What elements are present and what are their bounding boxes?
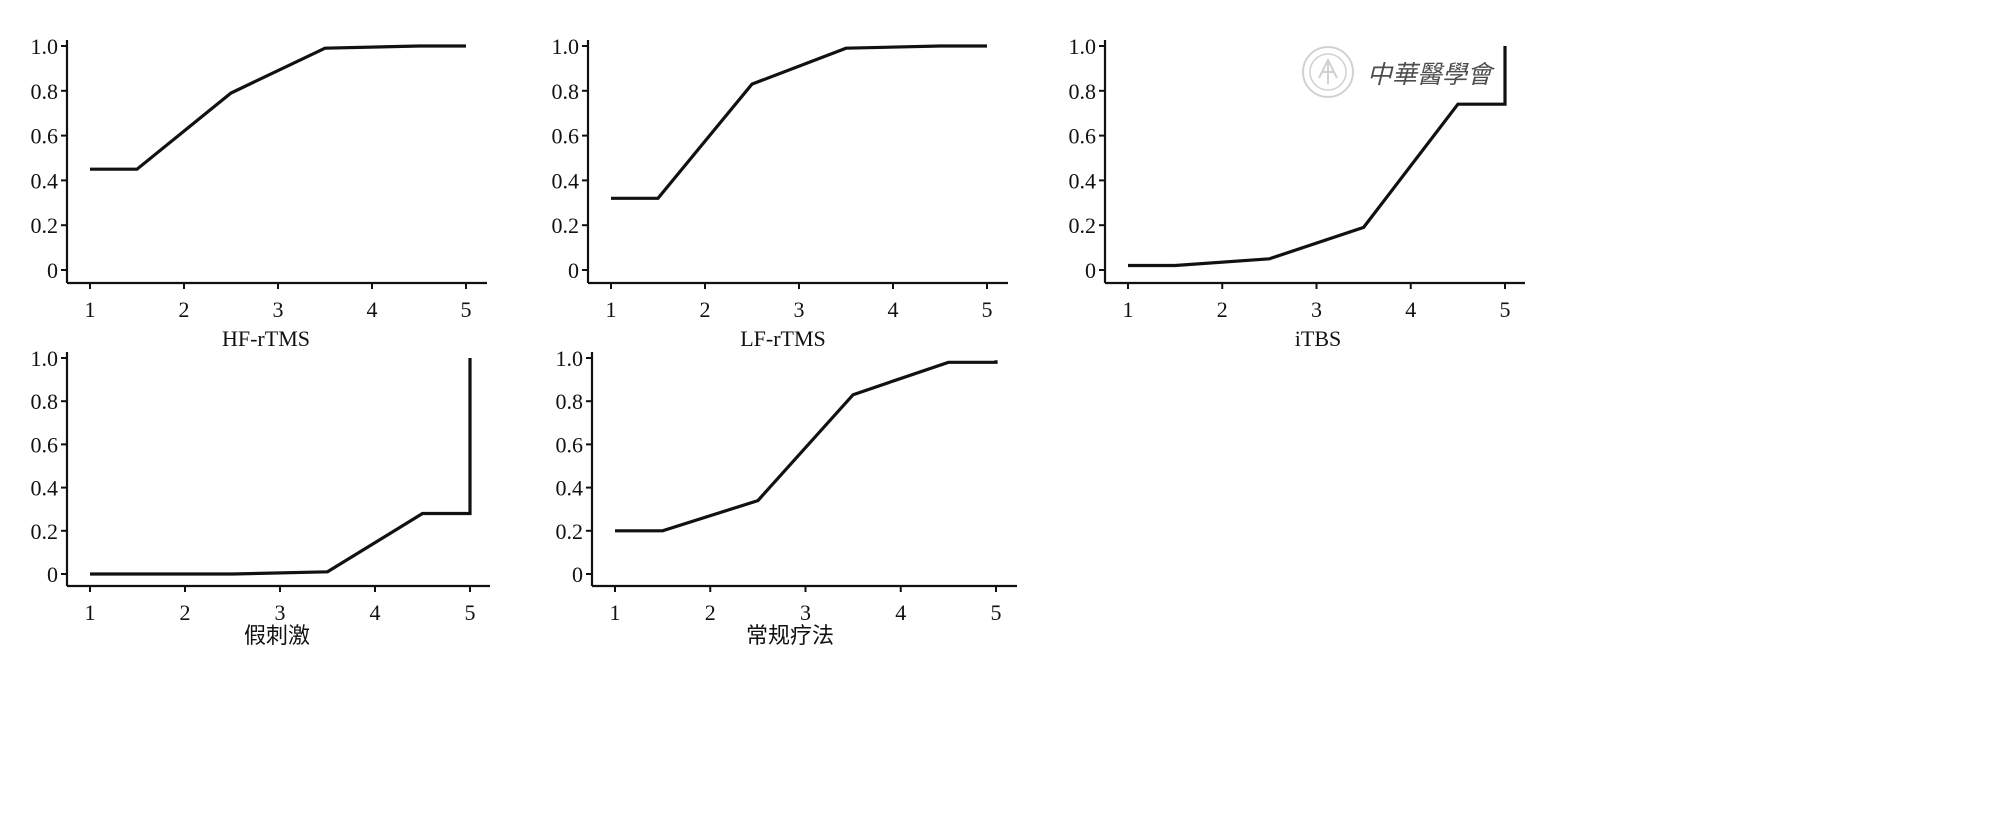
series-line: [615, 360, 998, 533]
panel-x-label: 假刺激: [244, 623, 310, 648]
y-tick-label: 0: [47, 562, 58, 587]
x-tick-label: 3: [800, 600, 811, 625]
x-tick-label: 4: [367, 297, 378, 322]
panel-x-label: 常规疗法: [746, 623, 834, 648]
y-tick-label: 0.4: [31, 476, 59, 501]
x-tick-label: 1: [606, 297, 617, 322]
panel-x-label: HF-rTMS: [222, 326, 310, 351]
panel-x-label: LF-rTMS: [740, 326, 826, 351]
chart-panel: 0 0.2 0.4 0.6 0.8 1.0 1 2 3 4 5 常规疗法: [556, 346, 1017, 648]
x-tick-label: 1: [1123, 297, 1134, 322]
y-tick-label: 0: [568, 258, 579, 283]
y-tick-label: 1.0: [31, 346, 59, 371]
y-tick-label: 0.8: [552, 79, 580, 104]
chart-panel: 0 0.2 0.4 0.6 0.8 1.0 1 2 3 4 5 假刺激: [31, 346, 490, 648]
x-tick-label: 3: [794, 297, 805, 322]
x-tick-label: 5: [1500, 297, 1511, 322]
watermark-text: 中華醫學會: [1367, 61, 1495, 89]
y-tick-label: 0.6: [552, 124, 580, 149]
x-tick-label: 4: [370, 600, 381, 625]
x-tick-label: 5: [465, 600, 476, 625]
y-tick-label: 0.2: [1069, 213, 1097, 238]
series-line: [90, 358, 472, 576]
y-tick-label: 0.2: [31, 213, 59, 238]
chart-panel: 0 0.2 0.4 0.6 0.8 1.0 1 2 3 4 5 HF-rTMS: [31, 34, 487, 351]
y-tick-label: 0.8: [31, 79, 59, 104]
y-tick-label: 0: [47, 258, 58, 283]
y-tick-label: 0: [572, 562, 583, 587]
y-tick-label: 0.8: [31, 389, 59, 414]
y-tick-label: 1.0: [1069, 34, 1097, 59]
x-tick-label: 3: [1311, 297, 1322, 322]
y-tick-label: 0.4: [552, 168, 580, 193]
x-tick-label: 5: [461, 297, 472, 322]
series-line: [611, 44, 987, 200]
x-tick-label: 4: [888, 297, 899, 322]
y-tick-label: 0.4: [1069, 168, 1097, 193]
x-tick-label: 3: [273, 297, 284, 322]
x-tick-label: 1: [85, 297, 96, 322]
y-tick-label: 0.6: [31, 124, 59, 149]
y-tick-label: 0.8: [556, 389, 584, 414]
y-tick-label: 0: [1085, 258, 1096, 283]
x-tick-label: 2: [1217, 297, 1228, 322]
panel-x-label: iTBS: [1295, 326, 1341, 351]
society-seal-icon: [1302, 46, 1354, 98]
x-tick-label: 1: [85, 600, 96, 625]
x-tick-label: 4: [895, 600, 906, 625]
y-tick-label: 0.2: [31, 519, 59, 544]
y-tick-label: 0.4: [556, 476, 584, 501]
x-tick-label: 5: [991, 600, 1002, 625]
watermark: 中華醫學會: [1302, 46, 1495, 98]
x-tick-label: 2: [179, 297, 190, 322]
x-tick-label: 2: [180, 600, 191, 625]
y-tick-label: 0.6: [556, 432, 584, 457]
x-tick-label: 3: [275, 600, 286, 625]
y-tick-label: 0.2: [552, 213, 580, 238]
chart-panel: 0 0.2 0.4 0.6 0.8 1.0 1 2 3 4 5 iTBS: [1069, 34, 1525, 351]
x-tick-label: 4: [1405, 297, 1416, 322]
y-tick-label: 1.0: [556, 346, 584, 371]
y-tick-label: 1.0: [31, 34, 59, 59]
y-tick-label: 0.4: [31, 168, 59, 193]
y-tick-label: 0.8: [1069, 79, 1097, 104]
figure: 0 0.2 0.4 0.6 0.8 1.0 1 2 3 4 5 HF-rTMS 0 0.2 0.4 0.6 0.…: [31, 34, 1525, 648]
x-tick-label: 5: [982, 297, 993, 322]
x-tick-label: 2: [705, 600, 716, 625]
x-tick-label: 2: [700, 297, 711, 322]
x-tick-label: 1: [610, 600, 621, 625]
chart-panel: 0 0.2 0.4 0.6 0.8 1.0 1 2 3 4 5 LF-rTMS: [552, 34, 1008, 351]
series-line: [90, 44, 466, 171]
y-tick-label: 0.2: [556, 519, 584, 544]
y-tick-label: 0.6: [31, 432, 59, 457]
y-tick-label: 0.6: [1069, 124, 1097, 149]
y-tick-label: 1.0: [552, 34, 580, 59]
